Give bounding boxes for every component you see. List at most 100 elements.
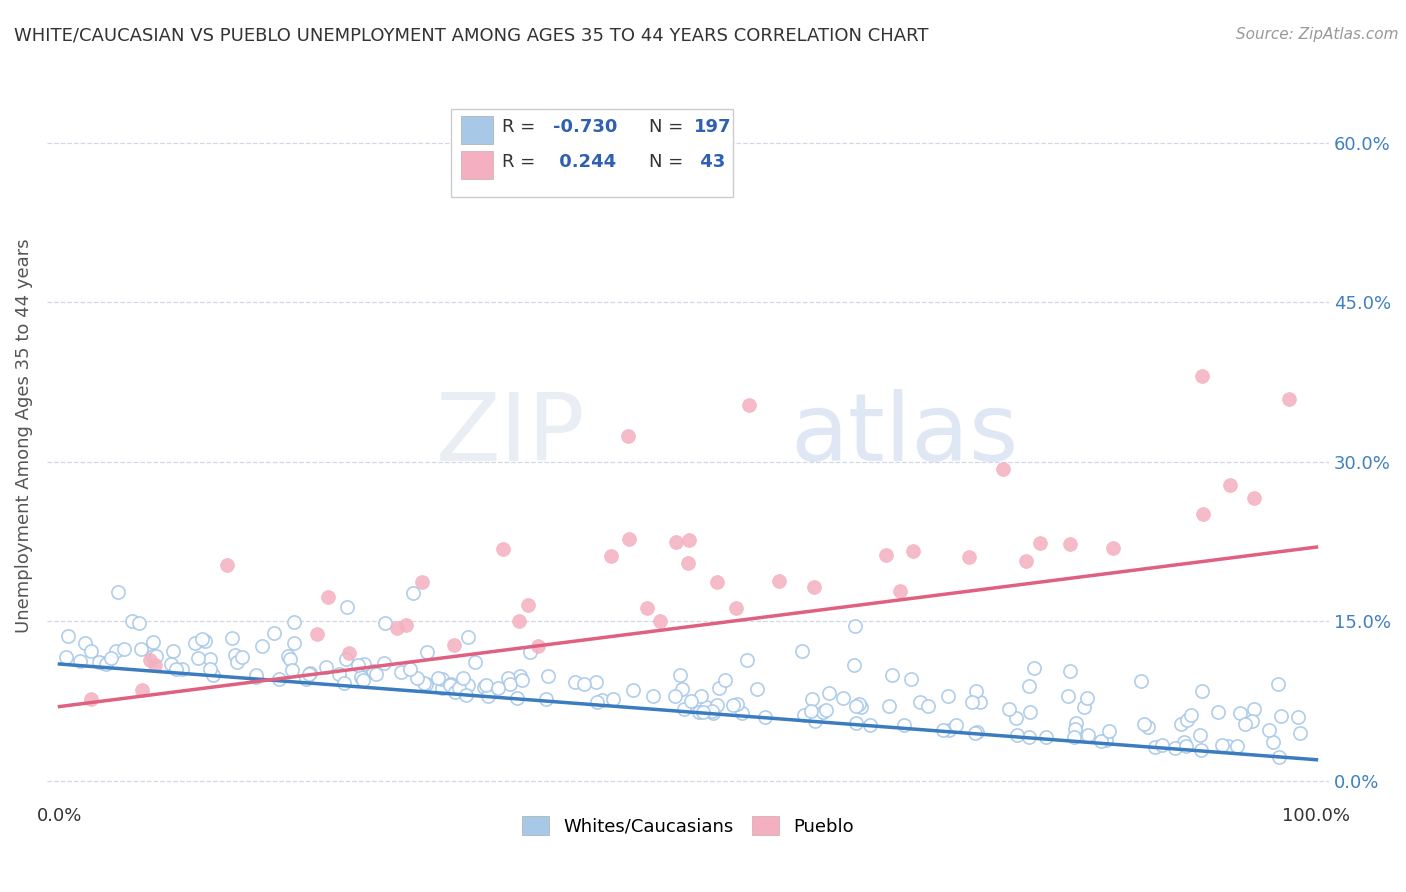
Point	[1019, 705, 1042, 719]
Point	[875, 548, 897, 562]
Point	[1286, 710, 1309, 724]
Point	[245, 670, 267, 684]
Point	[803, 580, 825, 594]
Point	[162, 644, 184, 658]
Point	[283, 636, 305, 650]
Point	[706, 575, 728, 590]
Point	[695, 699, 717, 714]
Text: R =: R =	[502, 119, 541, 136]
Point	[800, 692, 823, 706]
Point	[1170, 717, 1192, 731]
Point	[1018, 679, 1040, 693]
Point	[792, 644, 814, 658]
Point	[1173, 735, 1195, 749]
Point	[1163, 741, 1185, 756]
Point	[636, 601, 658, 615]
Text: 43: 43	[695, 153, 725, 170]
Point	[617, 532, 640, 546]
Point	[725, 601, 748, 615]
Text: atlas: atlas	[790, 390, 1019, 482]
Point	[139, 653, 162, 667]
Point	[492, 541, 515, 556]
Point	[591, 692, 613, 706]
Point	[1216, 739, 1239, 754]
Point	[1258, 723, 1281, 738]
Point	[250, 639, 273, 653]
Point	[224, 648, 246, 662]
Point	[747, 681, 769, 696]
Point	[472, 680, 495, 694]
Point	[1267, 677, 1289, 691]
Point	[1270, 709, 1292, 723]
Point	[938, 723, 960, 737]
Point	[389, 665, 412, 679]
Y-axis label: Unemployment Among Ages 35 to 44 years: Unemployment Among Ages 35 to 44 years	[15, 238, 32, 632]
Point	[426, 672, 449, 686]
Point	[537, 669, 560, 683]
Point	[121, 614, 143, 628]
Point	[129, 642, 152, 657]
Point	[700, 704, 723, 718]
Point	[917, 698, 939, 713]
Point	[1029, 536, 1052, 550]
Point	[1005, 728, 1028, 742]
Point	[373, 657, 395, 671]
Point	[349, 670, 371, 684]
Point	[957, 550, 980, 565]
Point	[903, 544, 925, 558]
Point	[415, 645, 437, 659]
Point	[671, 682, 693, 697]
Point	[882, 668, 904, 682]
Point	[305, 627, 328, 641]
Point	[725, 698, 748, 712]
Point	[457, 630, 479, 644]
Point	[800, 704, 823, 718]
Point	[1226, 739, 1249, 753]
Point	[1064, 716, 1087, 731]
Point	[267, 672, 290, 686]
Point	[768, 574, 790, 588]
Point	[80, 692, 103, 706]
Point	[735, 653, 758, 667]
Point	[832, 690, 855, 705]
Point	[641, 689, 664, 703]
Point	[804, 714, 827, 729]
Point	[194, 634, 217, 648]
FancyBboxPatch shape	[461, 116, 494, 145]
Point	[534, 692, 557, 706]
Point	[1263, 734, 1285, 748]
Point	[1059, 537, 1081, 551]
Point	[1191, 369, 1213, 384]
Point	[440, 677, 463, 691]
Point	[1211, 739, 1233, 753]
Point	[1101, 541, 1123, 555]
Point	[353, 657, 375, 672]
Point	[621, 682, 644, 697]
Point	[664, 689, 686, 703]
Point	[673, 702, 696, 716]
Point	[519, 644, 541, 658]
Point	[1130, 673, 1153, 688]
Point	[936, 690, 959, 704]
Point	[845, 715, 868, 730]
Point	[316, 590, 339, 604]
Point	[510, 673, 533, 688]
Point	[145, 657, 167, 672]
Point	[721, 698, 744, 712]
Point	[87, 655, 110, 669]
Point	[585, 675, 607, 690]
Point	[793, 707, 815, 722]
Text: WHITE/CAUCASIAN VS PUEBLO UNEMPLOYMENT AMONG AGES 35 TO 44 YEARS CORRELATION CHA: WHITE/CAUCASIAN VS PUEBLO UNEMPLOYMENT A…	[14, 27, 928, 45]
Point	[1229, 706, 1251, 721]
Text: R =: R =	[502, 153, 541, 170]
Point	[908, 695, 931, 709]
Point	[811, 705, 834, 719]
Point	[932, 723, 955, 738]
Point	[730, 706, 752, 720]
Point	[893, 717, 915, 731]
Point	[406, 671, 429, 685]
Point	[738, 398, 761, 412]
Point	[499, 676, 522, 690]
Point	[105, 644, 128, 658]
Point	[159, 657, 181, 672]
